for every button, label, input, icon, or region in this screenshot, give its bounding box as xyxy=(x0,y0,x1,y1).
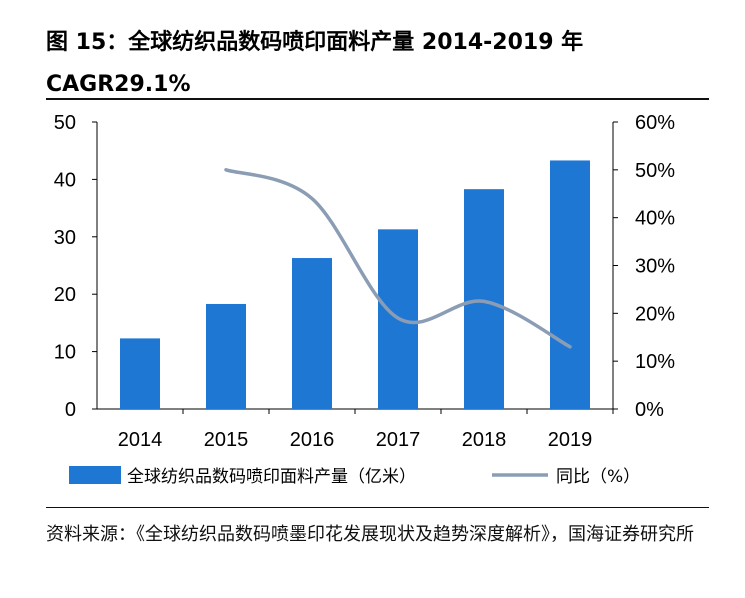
y-left-tick-label: 0 xyxy=(65,399,76,421)
legend-bar-swatch xyxy=(69,466,121,484)
legend: 全球纺织品数码喷印面料产量（亿米） 同比（%） xyxy=(69,466,640,487)
line-series xyxy=(224,168,572,349)
combo-chart: 2014 2015 2016 2017 2018 2019 0 10 20 30 40 50 0% 1… xyxy=(54,112,675,487)
x-tick-label: 2015 xyxy=(204,429,249,451)
x-tick-label: 2017 xyxy=(376,429,421,451)
y-right-tick-label: 30% xyxy=(635,256,675,278)
adjacent-figure-edge xyxy=(736,0,745,598)
y-right-tick-label: 10% xyxy=(635,351,675,373)
bar-2016 xyxy=(292,258,332,409)
y-right-tick-label: 20% xyxy=(635,303,675,325)
x-tick-label: 2016 xyxy=(290,429,335,451)
chart-axes xyxy=(96,122,614,410)
x-tick-label: 2019 xyxy=(548,429,593,451)
y-left-tick-label: 10 xyxy=(54,342,76,364)
y-left-ticks: 0 10 20 30 40 50 xyxy=(54,112,97,421)
x-axis-ticks: 2014 2015 2016 2017 2018 2019 xyxy=(118,409,614,451)
y-left-tick-label: 20 xyxy=(54,284,76,306)
y-left-tick-label: 30 xyxy=(54,227,76,249)
bar-2014 xyxy=(120,338,160,409)
y-right-tick-label: 0% xyxy=(635,399,664,421)
legend-bar-label: 全球纺织品数码喷印面料产量（亿米） xyxy=(127,467,416,487)
y-right-tick-label: 60% xyxy=(635,112,675,134)
source-note: 资料来源：《全球纺织品数码喷墨印花发展现状及趋势深度解析》，国海证券研究所 xyxy=(46,524,694,545)
bar-2015 xyxy=(206,303,246,409)
source-divider xyxy=(46,507,709,508)
legend-line-label: 同比（%） xyxy=(556,467,640,487)
bar-2018 xyxy=(464,189,504,409)
x-tick-label: 2014 xyxy=(118,429,163,451)
bar-series xyxy=(120,160,590,409)
y-left-tick-label: 40 xyxy=(54,169,76,191)
y-right-tick-label: 50% xyxy=(635,160,675,182)
y-left-tick-label: 50 xyxy=(54,112,76,134)
figure-title: 图 15：全球纺织品数码喷印面料产量 2014-2019 年 CAGR29.1% xyxy=(46,30,591,97)
yoy-growth-line xyxy=(224,168,572,349)
y-right-ticks: 0% 10% 20% 30% 40% 50% 60% xyxy=(613,112,675,421)
title-divider xyxy=(46,98,709,100)
bar-2019 xyxy=(550,160,590,409)
y-right-tick-label: 40% xyxy=(635,208,675,230)
x-tick-label: 2018 xyxy=(462,429,507,451)
